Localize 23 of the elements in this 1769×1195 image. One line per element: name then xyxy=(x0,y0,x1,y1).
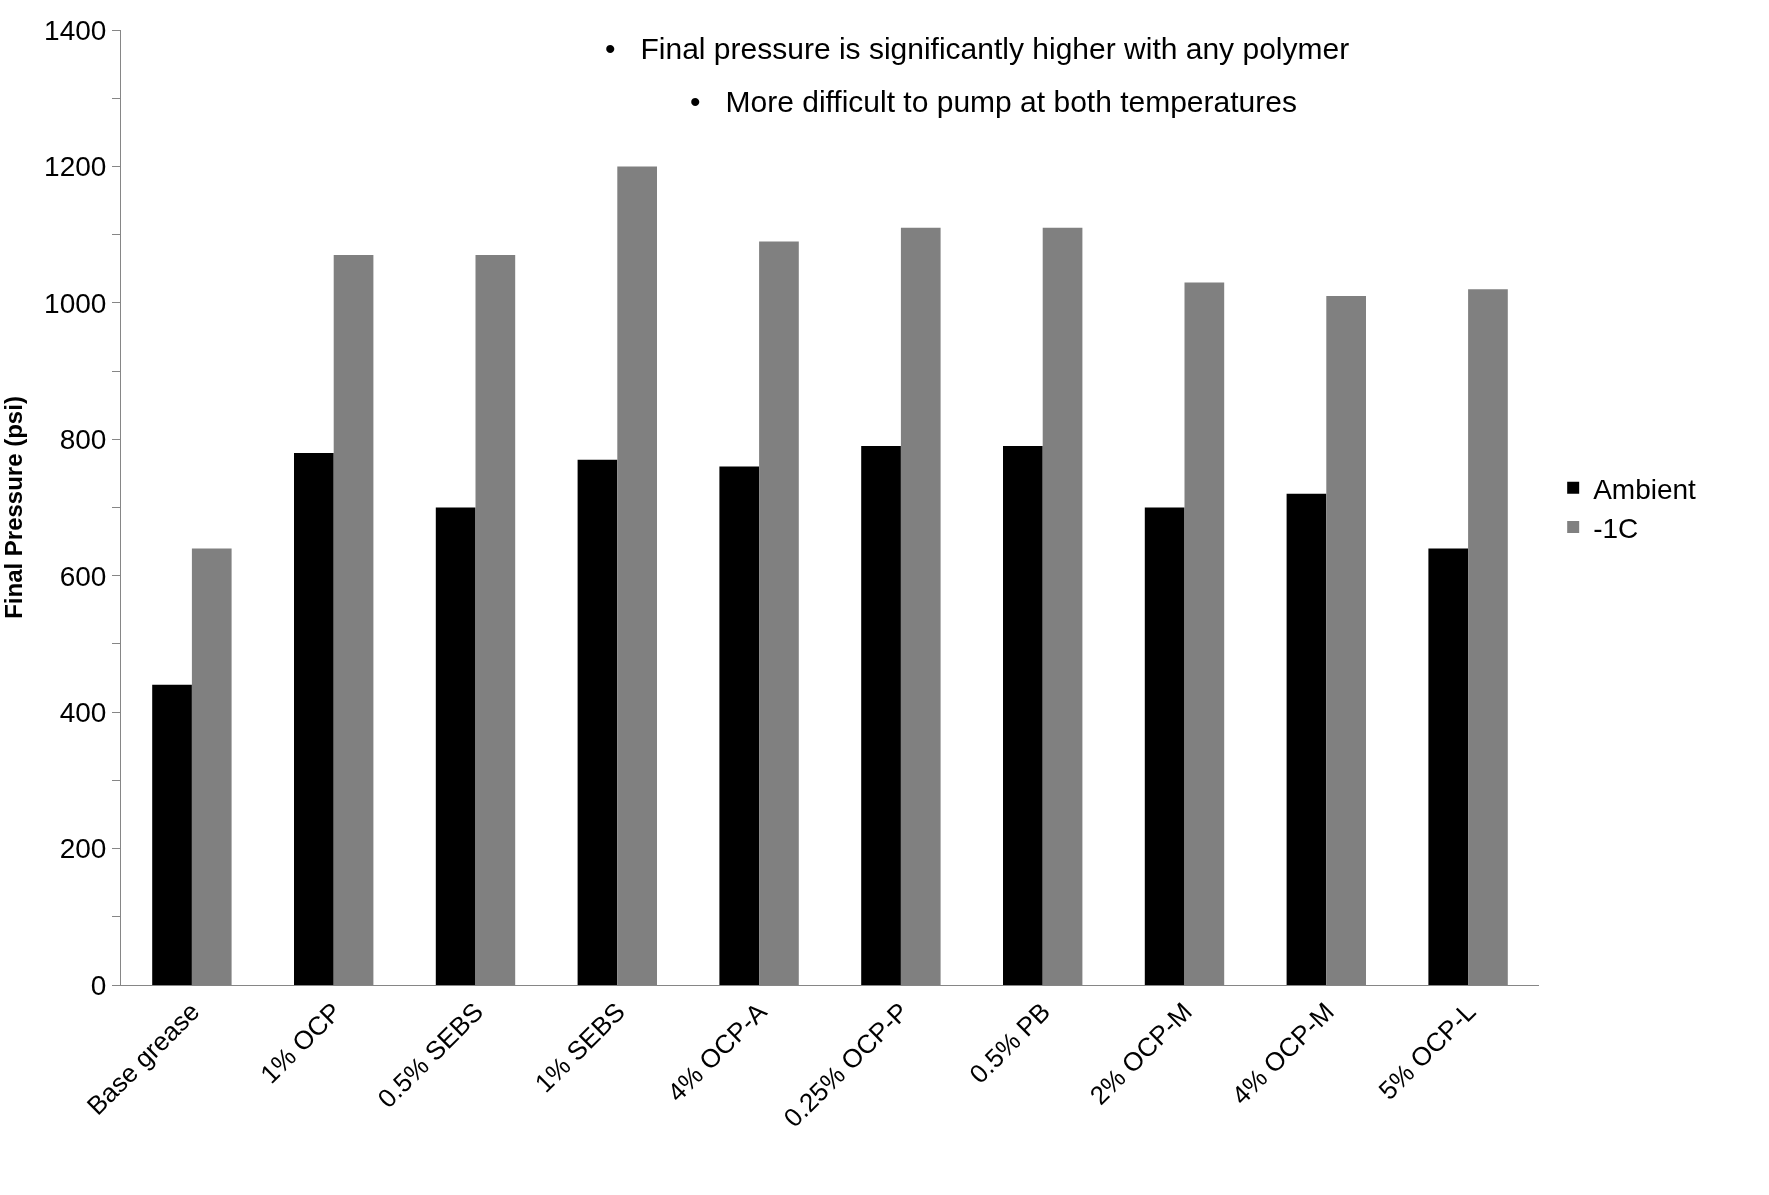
legend-label: Ambient xyxy=(1593,473,1697,505)
bar xyxy=(719,466,760,985)
y-tick-label: 600 xyxy=(59,560,107,592)
bar xyxy=(1428,548,1469,985)
bar xyxy=(861,446,901,985)
y-tick-label: 1400 xyxy=(44,14,107,46)
bar xyxy=(1144,507,1185,985)
bar xyxy=(1003,446,1043,985)
bar xyxy=(577,459,618,985)
y-tick-label: 1000 xyxy=(44,287,107,319)
bar xyxy=(294,452,334,985)
y-tick-label: 200 xyxy=(59,833,107,865)
bar xyxy=(1286,493,1327,985)
annotation: • Final pressure is significantly higher with any polymer xyxy=(605,32,1350,65)
bar xyxy=(435,507,476,985)
y-tick-label: 0 xyxy=(90,969,107,1001)
annotation: • More difficult to pump at both temperatures xyxy=(690,85,1297,118)
y-tick-label: 1200 xyxy=(44,151,107,183)
y-axis-title: Final Pressure (psi) xyxy=(0,396,27,619)
y-tick-label: 800 xyxy=(59,424,107,456)
legend-label: -1C xyxy=(1593,513,1639,545)
bar xyxy=(152,684,192,985)
y-tick-label: 400 xyxy=(59,696,107,728)
